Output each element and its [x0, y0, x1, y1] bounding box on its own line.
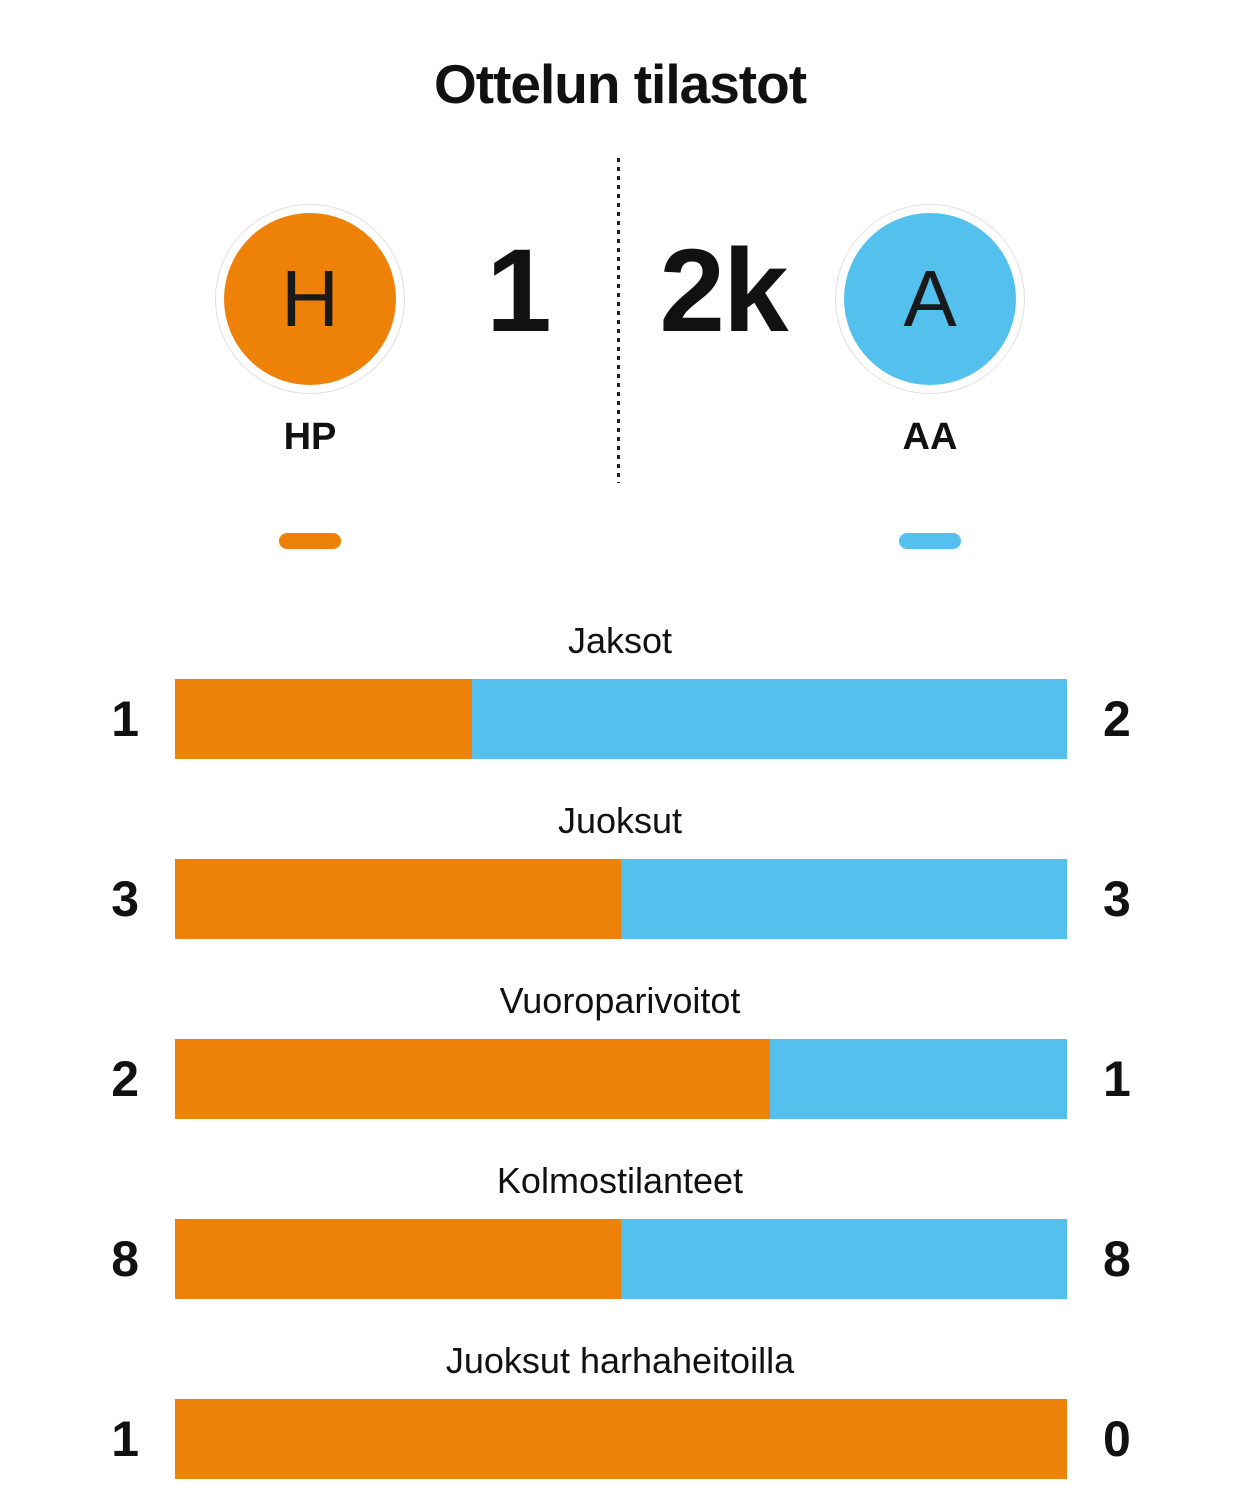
home-team-initial: H	[281, 254, 339, 343]
stat-row: Jaksot 1 2	[0, 619, 1240, 759]
away-score: 2k	[659, 225, 788, 357]
home-bar-segment	[175, 859, 621, 939]
home-stat-value: 2	[111, 1051, 139, 1107]
home-team: H HP	[215, 204, 405, 459]
stat-bar-grid: 1 2	[0, 679, 1240, 759]
home-team-abbr: HP	[283, 416, 337, 458]
away-team-badge: A	[844, 213, 1016, 385]
stat-title: Jaksot	[567, 620, 673, 661]
home-bar-segment	[175, 1399, 1067, 1479]
home-stat-value: 8	[111, 1231, 139, 1287]
stat-row: Kolmostilanteet 8 8	[0, 1159, 1240, 1299]
stat-bar-grid: 3 3	[0, 859, 1240, 939]
legend	[0, 533, 1240, 549]
home-stat-value: 1	[111, 1411, 139, 1467]
away-bar-segment	[769, 1039, 1067, 1119]
stat-bar	[175, 1399, 1067, 1479]
home-team-badge-ring: H	[215, 204, 405, 394]
home-team-badge: H	[224, 213, 396, 385]
stat-bar	[175, 679, 1067, 759]
stat-row: Juoksut harhaheitoilla 1 0	[0, 1339, 1240, 1479]
away-legend-pill	[899, 533, 961, 549]
stat-bar	[175, 1039, 1067, 1119]
home-bar-segment	[175, 1219, 621, 1299]
home-bar-segment	[175, 1039, 770, 1119]
away-team-abbr: AA	[902, 416, 958, 458]
home-legend-pill	[279, 533, 341, 549]
stat-bar-grid: 1 0	[0, 1399, 1240, 1479]
stat-row: Juoksut 3 3	[0, 799, 1240, 939]
away-bar-segment	[621, 1219, 1067, 1299]
away-team: A AA	[835, 204, 1025, 459]
stat-bar	[175, 1219, 1067, 1299]
away-stat-value: 8	[1103, 1231, 1131, 1287]
stats-list: Jaksot 1 2 Juoksut 3 3 Vuoroparivoitot 2	[0, 619, 1240, 1479]
page-title: Ottelun tilastot	[433, 53, 807, 115]
home-score: 1	[486, 225, 552, 357]
away-bar-segment	[472, 679, 1067, 759]
away-stat-value: 1	[1103, 1051, 1131, 1107]
stat-title: Juoksut harhaheitoilla	[445, 1340, 795, 1381]
home-bar-segment	[175, 679, 473, 759]
home-stat-value: 1	[111, 691, 139, 747]
stat-bar	[175, 859, 1067, 939]
away-stat-value: 3	[1103, 871, 1131, 927]
stat-row: Vuoroparivoitot 2 1	[0, 979, 1240, 1119]
away-team-initial: A	[903, 254, 957, 343]
stat-bar-grid: 8 8	[0, 1219, 1240, 1299]
away-team-badge-ring: A	[835, 204, 1025, 394]
away-stat-value: 0	[1103, 1411, 1131, 1467]
away-stat-value: 2	[1103, 691, 1131, 747]
home-stat-value: 3	[111, 871, 139, 927]
stat-title: Kolmostilanteet	[496, 1160, 744, 1201]
stat-title: Vuoroparivoitot	[499, 980, 741, 1021]
away-bar-segment	[621, 859, 1067, 939]
score-divider-dashed-line	[617, 158, 620, 483]
stat-bar-grid: 2 1	[0, 1039, 1240, 1119]
scoreboard: H HP 1 2k A AA	[0, 158, 1240, 503]
stat-title: Juoksut	[557, 800, 683, 841]
